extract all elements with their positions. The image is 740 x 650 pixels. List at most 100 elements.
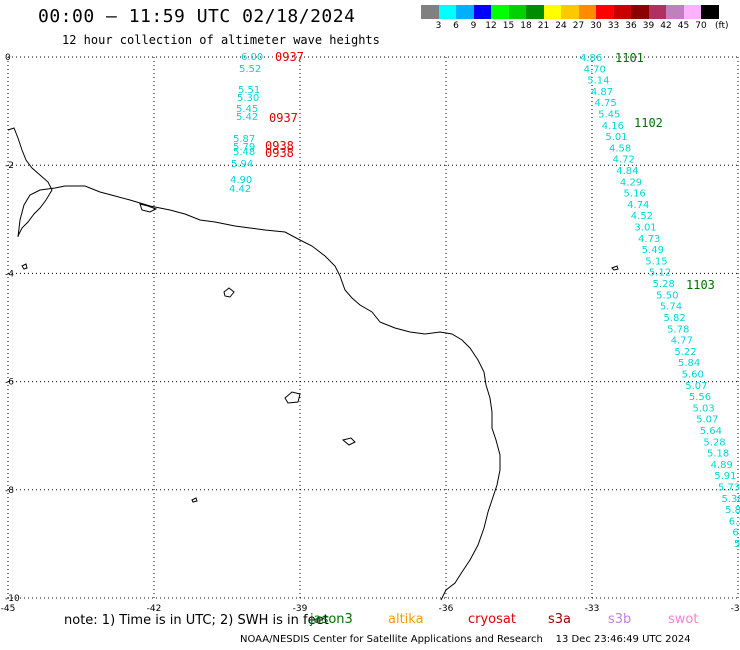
coastline-northeast [7, 127, 53, 237]
y-tick-label: -4 [5, 269, 14, 279]
swh-value: 5.56 [689, 392, 711, 403]
axis-tick-labels: -45 -42 -39 -36 -33 -30 0 -2 -4 -6 -8 -10 [1, 53, 740, 614]
swh-value: 5.87 [233, 134, 255, 145]
x-tick-label: -39 [293, 604, 308, 614]
island-d [341, 437, 356, 446]
swh-value: 5.74 [660, 302, 682, 313]
island-e [21, 263, 28, 270]
color-scale-label: 39 [642, 21, 655, 31]
color-scale-label: 42 [660, 21, 672, 31]
color-scale-label: 9 [470, 21, 477, 31]
swh-value: 5.30 [237, 93, 259, 104]
satellite-legend-item: altika [388, 612, 424, 627]
swh-value: 5.07 [685, 381, 707, 392]
swh-value: 4.70 [584, 64, 606, 75]
swh-value: 5.51 [238, 85, 260, 96]
swh-value: 5.15 [645, 256, 667, 267]
swh-value: 5.22 [674, 347, 696, 358]
map-subtitle: 12 hour collection of altimeter wave hei… [62, 33, 380, 47]
color-scale-label: 30 [590, 21, 602, 31]
swh-value: 5.28 [653, 279, 675, 290]
color-scale-label: 12 [485, 21, 497, 31]
y-tick-label: 0 [5, 53, 11, 63]
footer-credit: NOAA/NESDIS Center for Satellite Applica… [240, 634, 691, 645]
swh-value: 5.94 [231, 159, 253, 170]
pass-time-label: 0938 [265, 139, 294, 153]
swh-value: 5.82 [663, 313, 685, 324]
color-scale-cell [438, 5, 456, 19]
color-scale-label: 21 [537, 21, 550, 31]
satellite-legend-item: swot [668, 612, 699, 627]
y-tick-label: -10 [5, 594, 20, 604]
color-scale-cell [526, 5, 544, 19]
color-scale-label: 27 [572, 21, 585, 31]
swh-value: 5.91 [714, 471, 736, 482]
swh-value: 4.90 [230, 175, 252, 186]
color-scale-cell [421, 5, 439, 19]
satellite-legend-item: jason3 [310, 612, 353, 627]
color-scale-cell [473, 5, 491, 19]
swh-value: 5.78 [667, 324, 689, 335]
pass-time-label: 1103 [686, 278, 715, 292]
swh-value: 5.49 [642, 245, 664, 256]
lat-lon-grid [7, 56, 739, 599]
swh-value: 5.14 [587, 76, 609, 87]
swh-value: 5.48 [233, 147, 255, 158]
swh-value: 5.01 [605, 132, 627, 143]
swh-value: 4.29 [620, 177, 642, 188]
swh-value: 5.03 [692, 403, 714, 414]
color-scale-label: 45 [677, 21, 690, 31]
color-scale-label: 24 [555, 21, 567, 31]
swh-value: 5.18 [707, 449, 729, 460]
swh-value: 5.45 [236, 104, 258, 115]
color-scale-cell [561, 5, 579, 19]
x-tick-label: -30 [731, 604, 740, 614]
track-left-swh-values: 6.005.52 5.515.305.455.42 5.875.795.485.94… [229, 52, 263, 195]
swh-value: 4.42 [229, 184, 251, 195]
y-tick-label: -6 [5, 378, 14, 388]
color-scale-cell [666, 5, 684, 19]
credit-timestamp: 13 Dec 23:46:49 UTC 2024 [555, 634, 691, 645]
swh-value: 5.07 [696, 415, 718, 426]
swh-value: 5.45 [598, 110, 620, 121]
y-tick-label: -2 [5, 161, 14, 171]
satellite-legend-item: s3a [548, 612, 572, 627]
swh-value: 4.74 [627, 200, 649, 211]
color-scale-cell [701, 5, 719, 19]
color-scale-cell [648, 5, 666, 19]
pass-time-label: 0937 [269, 111, 298, 125]
swh-value: 4.87 [591, 87, 613, 98]
swh-value: 5.16 [624, 189, 646, 200]
swh-value: 6.4 [732, 528, 740, 539]
color-scale-label: 15 [502, 21, 515, 31]
y-tick-label: -8 [5, 486, 14, 496]
credit-text: NOAA/NESDIS Center for Satellite Applica… [240, 634, 543, 645]
swh-value: 5.42 [236, 112, 258, 123]
swh-value: 5.64 [700, 426, 722, 437]
color-scale-cell [456, 5, 474, 19]
color-scale-cell [596, 5, 614, 19]
swh-value: 5 [734, 539, 740, 550]
swh-value: 5.12 [649, 268, 671, 279]
coastline [17, 185, 501, 601]
swh-value: 4.72 [613, 155, 635, 166]
wave-height-color-scale [421, 5, 719, 20]
color-scale-label: 36 [625, 21, 637, 31]
island-g [191, 497, 198, 503]
color-scale-cell [491, 5, 509, 19]
color-scale-label: 18 [520, 21, 532, 31]
swh-value: 5.84 [678, 358, 700, 369]
swh-value: 5.50 [656, 290, 678, 301]
color-scale-label: 33 [607, 21, 620, 31]
swh-value: 6.30 [729, 516, 740, 527]
island-f [611, 265, 619, 271]
pass-time-label: 1102 [634, 116, 663, 130]
color-scale-cell [543, 5, 561, 19]
x-tick-label: -36 [439, 604, 454, 614]
swh-value: 4.52 [631, 211, 653, 222]
x-tick-label: -33 [585, 604, 600, 614]
swh-value: 4.75 [595, 98, 617, 109]
pass-time-label: 0938 [265, 146, 294, 160]
